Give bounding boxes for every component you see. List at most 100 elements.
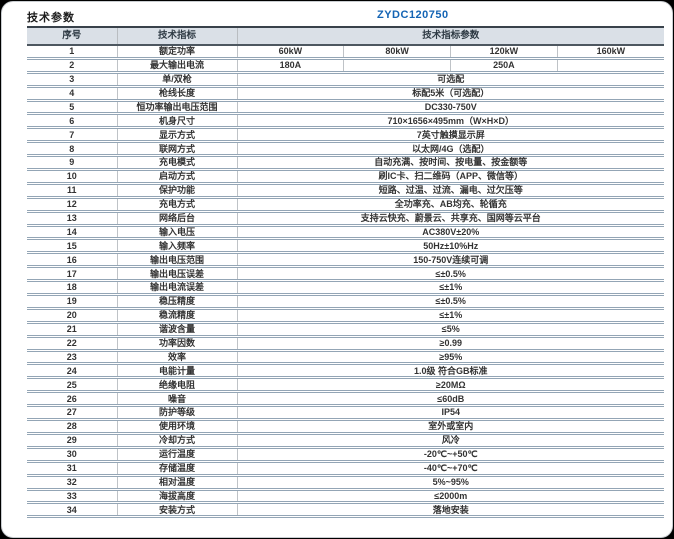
table-row: 4 枪线长度 标配5米（可选配） bbox=[27, 86, 665, 102]
row-value-cell: 刷IC卡、扫二维码（APP、微信等） bbox=[236, 169, 665, 185]
row-value-cell: ≤±1% bbox=[236, 308, 665, 324]
row-name-cell: 显示方式 bbox=[116, 127, 237, 144]
table-row: 13 网络后台 支持云快充、蔚景云、共享充、国网等云平台 bbox=[27, 211, 665, 227]
row-index-cell: 21 bbox=[27, 322, 117, 338]
table-row: 26 噪音 ≤60dB bbox=[27, 391, 665, 408]
row-index-cell: 1 bbox=[27, 45, 117, 60]
row-value-cell: 150-750V连续可调 bbox=[236, 252, 665, 269]
row-name-cell: 使用环境 bbox=[116, 419, 237, 435]
row-name-cell: 运行温度 bbox=[116, 447, 237, 463]
row-name-cell: 网络后台 bbox=[116, 211, 237, 227]
row-index-cell: 31 bbox=[27, 461, 117, 477]
table-row: 2 最大输出电流 180A 250A bbox=[27, 58, 665, 74]
row-value-cell bbox=[343, 58, 451, 74]
table-row: 1 额定功率 60kW 80kW 120kW 160kW bbox=[27, 45, 665, 60]
row-value-cell: -40℃~+70℃ bbox=[236, 461, 665, 477]
row-value-cell: ≥20MΩ bbox=[236, 377, 665, 394]
table-row: 34 安装方式 落地安装 bbox=[27, 502, 665, 519]
row-value-cell: IP54 bbox=[236, 405, 665, 422]
row-name-cell: 冷却方式 bbox=[116, 433, 237, 449]
table-row: 29 冷却方式 风冷 bbox=[27, 433, 665, 449]
row-name-cell: 存储温度 bbox=[116, 461, 237, 477]
row-index-cell: 27 bbox=[27, 405, 117, 422]
row-value-cell: 以太网/4G（选配） bbox=[236, 141, 665, 158]
row-value-cell bbox=[556, 58, 665, 74]
row-value-cell: 落地安装 bbox=[236, 502, 665, 519]
col-header-params: 技术指标参数 bbox=[236, 26, 665, 46]
row-name-cell: 谐波含量 bbox=[116, 322, 237, 338]
row-name-cell: 输出电流误差 bbox=[116, 280, 237, 297]
row-name-cell: 充电模式 bbox=[116, 155, 237, 172]
row-name-cell: 额定功率 bbox=[116, 45, 237, 60]
row-value-cell: 风冷 bbox=[236, 433, 665, 449]
row-index-cell: 30 bbox=[27, 447, 117, 463]
row-name-cell: 保护功能 bbox=[116, 183, 237, 199]
table-row: 24 电能计量 1.0级 符合GB标准 bbox=[27, 363, 665, 380]
row-index-cell: 13 bbox=[27, 211, 117, 227]
table-row: 20 稳流精度 ≤±1% bbox=[27, 308, 665, 324]
row-value-cell: 可选配 bbox=[236, 72, 665, 88]
col-header-name: 技术指标 bbox=[116, 26, 237, 46]
row-index-cell: 11 bbox=[27, 183, 117, 199]
row-name-cell: 联网方式 bbox=[116, 141, 237, 158]
table-row: 5 恒功率输出电压范围 DC330-750V bbox=[27, 100, 665, 116]
row-value-cell: 标配5米（可选配） bbox=[236, 86, 665, 102]
row-value-cell: 60kW bbox=[236, 45, 344, 60]
row-value-cell: -20℃~+50℃ bbox=[236, 447, 665, 463]
row-index-cell: 20 bbox=[27, 308, 117, 324]
table-row: 21 谐波含量 ≤5% bbox=[27, 322, 665, 338]
row-value-cell: 1.0级 符合GB标准 bbox=[236, 363, 665, 380]
row-value-cell: 180A bbox=[236, 58, 344, 74]
spec-table-body: 1 额定功率 60kW 80kW 120kW 160kW 2 最大输出电流 180A 250A 3 单… bbox=[27, 45, 665, 519]
row-index-cell: 6 bbox=[27, 113, 117, 130]
row-value-cell: 120kW bbox=[450, 45, 558, 60]
row-name-cell: 绝缘电阻 bbox=[116, 377, 237, 394]
row-index-cell: 29 bbox=[27, 433, 117, 449]
row-name-cell: 效率 bbox=[116, 350, 237, 366]
row-index-cell: 25 bbox=[27, 377, 117, 394]
row-index-cell: 2 bbox=[27, 58, 117, 74]
row-index-cell: 19 bbox=[27, 294, 117, 310]
row-value-cell: DC330-750V bbox=[236, 100, 665, 116]
row-index-cell: 3 bbox=[27, 72, 117, 88]
row-name-cell: 相对温度 bbox=[116, 475, 237, 491]
row-value-cell: 支持云快充、蔚景云、共享充、国网等云平台 bbox=[236, 211, 665, 227]
row-value-cell: ≥95% bbox=[236, 350, 665, 366]
table-row: 22 功率因数 ≥0.99 bbox=[27, 336, 665, 352]
row-value-cell: 250A bbox=[450, 58, 558, 74]
row-value-cell: ≤±0.5% bbox=[236, 266, 665, 283]
row-name-cell: 单/双枪 bbox=[116, 72, 237, 88]
page-header: 技术参数 ZYDC120750 bbox=[27, 9, 657, 24]
row-name-cell: 安装方式 bbox=[116, 502, 237, 519]
table-row: 8 联网方式 以太网/4G（选配） bbox=[27, 141, 665, 158]
table-row: 15 输入频率 50Hz±10%Hz bbox=[27, 238, 665, 255]
table-row: 10 启动方式 刷IC卡、扫二维码（APP、微信等） bbox=[27, 169, 665, 185]
table-row: 11 保护功能 短路、过温、过流、漏电、过欠压等 bbox=[27, 183, 665, 199]
row-index-cell: 33 bbox=[27, 489, 117, 505]
page-title: 技术参数 bbox=[27, 12, 75, 24]
row-name-cell: 海拔高度 bbox=[116, 489, 237, 505]
row-index-cell: 14 bbox=[27, 225, 117, 241]
row-value-cell: ≤60dB bbox=[236, 391, 665, 408]
row-name-cell: 启动方式 bbox=[116, 169, 237, 185]
row-value-cell: 室外或室内 bbox=[236, 419, 665, 435]
table-row: 3 单/双枪 可选配 bbox=[27, 72, 665, 88]
row-index-cell: 24 bbox=[27, 363, 117, 380]
row-value-cell: ≤2000m bbox=[236, 489, 665, 505]
row-name-cell: 充电方式 bbox=[116, 197, 237, 213]
header-row: 序号 技术指标 技术指标参数 bbox=[27, 26, 665, 46]
row-name-cell: 稳压精度 bbox=[116, 294, 237, 310]
table-row: 30 运行温度 -20℃~+50℃ bbox=[27, 447, 665, 463]
row-value-cell: 全功率充、AB均充、轮循充 bbox=[236, 197, 665, 213]
row-index-cell: 10 bbox=[27, 169, 117, 185]
row-name-cell: 电能计量 bbox=[116, 363, 237, 380]
row-index-cell: 28 bbox=[27, 419, 117, 435]
table-row: 9 充电模式 自动充满、按时间、按电量、按金额等 bbox=[27, 155, 665, 172]
row-value-cell: 短路、过温、过流、漏电、过欠压等 bbox=[236, 183, 665, 199]
row-name-cell: 功率因数 bbox=[116, 336, 237, 352]
row-index-cell: 23 bbox=[27, 350, 117, 366]
spec-table: 序号 技术指标 技术指标参数 1 额定功率 60kW 80kW 120kW 160kW 2 最… bbox=[27, 26, 665, 519]
row-value-cell: 80kW bbox=[343, 45, 451, 60]
row-value-cell: 7英寸触摸显示屏 bbox=[236, 127, 665, 144]
